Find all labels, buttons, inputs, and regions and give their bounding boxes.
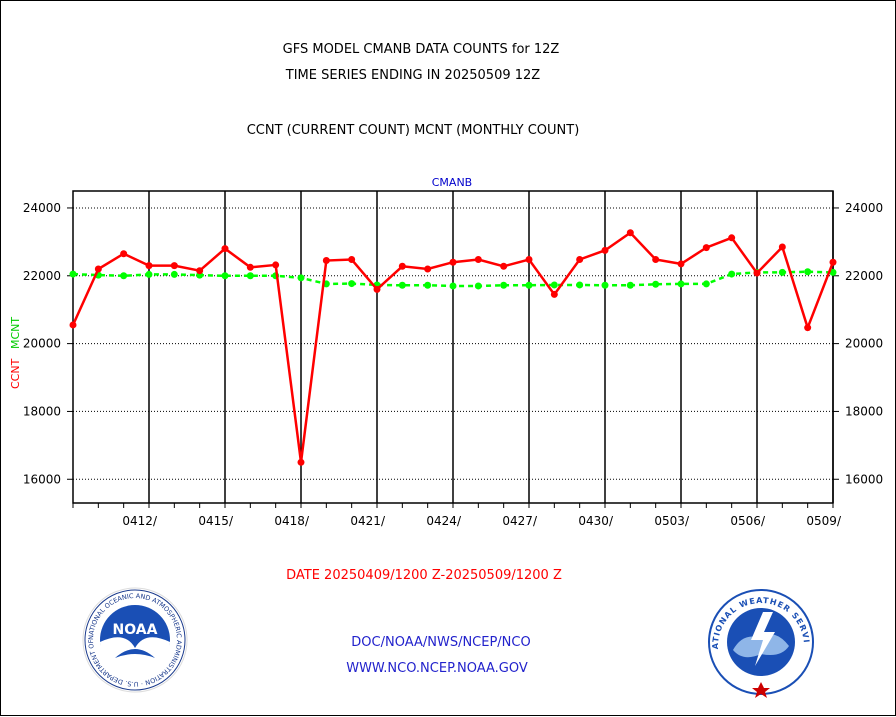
- data-point-mcnt: [348, 280, 356, 288]
- data-point-mcnt: [69, 270, 77, 278]
- y-tick-label-left: 18000: [23, 404, 61, 418]
- data-point-mcnt: [702, 280, 710, 288]
- x-tick-label: 0430/: [578, 514, 614, 528]
- data-point-ccnt: [500, 262, 508, 270]
- x-tick-label: 0509/: [806, 514, 842, 528]
- data-point-mcnt: [297, 274, 305, 282]
- data-point-ccnt: [246, 263, 254, 271]
- data-point-ccnt: [221, 245, 229, 253]
- x-tick-label: 0503/: [654, 514, 690, 528]
- y-tick-label-right: 24000: [845, 201, 883, 215]
- data-point-ccnt: [677, 260, 685, 268]
- data-point-mcnt: [424, 281, 432, 289]
- data-point-ccnt: [424, 265, 432, 273]
- data-point-mcnt: [652, 280, 660, 288]
- y-tick-label-right: 18000: [845, 404, 883, 418]
- y-tick-label-left: 20000: [23, 337, 61, 351]
- y-tick-label-left: 24000: [23, 201, 61, 215]
- data-point-mcnt: [626, 281, 634, 289]
- noaa-logo-label: NOAA: [113, 622, 158, 638]
- org-line: DOC/NOAA/NWS/NCEP/NCO: [351, 635, 530, 650]
- data-point-ccnt: [69, 321, 77, 329]
- data-point-ccnt: [728, 234, 736, 242]
- noaa-logo: NATIONAL OCEANIC AND ATMOSPHERIC ADMINIS…: [82, 587, 188, 693]
- data-point-mcnt: [145, 270, 153, 278]
- x-tick-label: 0415/: [198, 514, 234, 528]
- data-point-ccnt: [322, 257, 330, 265]
- data-point-mcnt: [677, 280, 685, 288]
- data-point-ccnt: [652, 256, 660, 264]
- data-point-mcnt: [601, 281, 609, 289]
- data-point-ccnt: [170, 262, 178, 270]
- url-line: WWW.NCO.NCEP.NOAA.GOV: [346, 661, 528, 676]
- data-point-ccnt: [753, 269, 761, 277]
- panel-title: CMANB: [432, 176, 472, 189]
- data-point-ccnt: [196, 267, 204, 275]
- data-point-mcnt: [778, 268, 786, 276]
- y-axis-label-ccnt: CCNT: [9, 358, 22, 389]
- data-point-ccnt: [120, 250, 128, 258]
- data-point-mcnt: [576, 281, 584, 289]
- chart-title-line1: GFS MODEL CMANB DATA COUNTS for 12Z: [283, 42, 560, 57]
- data-point-mcnt: [398, 281, 406, 289]
- chart-subtitle: CCNT (CURRENT COUNT) MCNT (MONTHLY COUNT…: [247, 123, 580, 138]
- data-point-ccnt: [576, 256, 584, 264]
- x-tick-label: 0424/: [426, 514, 462, 528]
- data-point-ccnt: [702, 244, 710, 252]
- axis-layer: 16000 16000 18000 18000 20000 20000 22000 22000…: [23, 190, 883, 528]
- x-tick-label: 0412/: [122, 514, 158, 528]
- chart-title-line2: TIME SERIES ENDING IN 20250509 12Z: [285, 68, 541, 83]
- data-point-mcnt: [728, 270, 736, 278]
- data-point-mcnt: [829, 268, 837, 276]
- data-point-ccnt: [601, 246, 609, 254]
- data-point-ccnt: [398, 262, 406, 270]
- data-point-ccnt: [550, 290, 558, 298]
- nws-logo: NATIONAL WEATHER SERVICE: [708, 589, 814, 698]
- data-point-mcnt: [525, 281, 533, 289]
- x-tick-label: 0506/: [730, 514, 766, 528]
- data-point-ccnt: [94, 265, 102, 273]
- x-tick-label: 0427/: [502, 514, 538, 528]
- series-layer: [69, 229, 837, 466]
- data-point-mcnt: [474, 282, 482, 290]
- data-point-ccnt: [829, 258, 837, 266]
- data-point-ccnt: [474, 256, 482, 264]
- data-point-mcnt: [246, 272, 254, 280]
- y-tick-label-right: 20000: [845, 337, 883, 351]
- x-tick-label: 0418/: [274, 514, 310, 528]
- date-range-label: DATE 20250409/1200 Z-20250509/1200 Z: [286, 568, 562, 583]
- data-point-ccnt: [373, 285, 381, 293]
- grid-layer: [73, 191, 834, 503]
- data-point-ccnt: [778, 243, 786, 251]
- data-point-ccnt: [348, 256, 356, 264]
- data-point-mcnt: [550, 281, 558, 289]
- y-tick-label-right: 16000: [845, 472, 883, 486]
- data-point-ccnt: [626, 229, 634, 237]
- y-tick-label-left: 22000: [23, 269, 61, 283]
- data-point-ccnt: [145, 262, 153, 270]
- data-point-mcnt: [449, 282, 457, 290]
- y-axis-label-mcnt: MCNT: [9, 317, 22, 349]
- data-point-mcnt: [120, 272, 128, 280]
- data-point-ccnt: [525, 256, 533, 264]
- data-point-mcnt: [221, 272, 229, 280]
- data-point-mcnt: [804, 268, 812, 276]
- y-tick-label-right: 22000: [845, 269, 883, 283]
- data-point-ccnt: [449, 258, 457, 266]
- data-point-ccnt: [297, 458, 305, 466]
- y-tick-label-left: 16000: [23, 472, 61, 486]
- data-point-ccnt: [272, 261, 280, 269]
- y-axis-title: CCNT MCNT: [9, 317, 22, 389]
- x-tick-label: 0421/: [350, 514, 386, 528]
- data-point-ccnt: [804, 324, 812, 332]
- data-point-mcnt: [500, 281, 508, 289]
- data-point-mcnt: [170, 270, 178, 278]
